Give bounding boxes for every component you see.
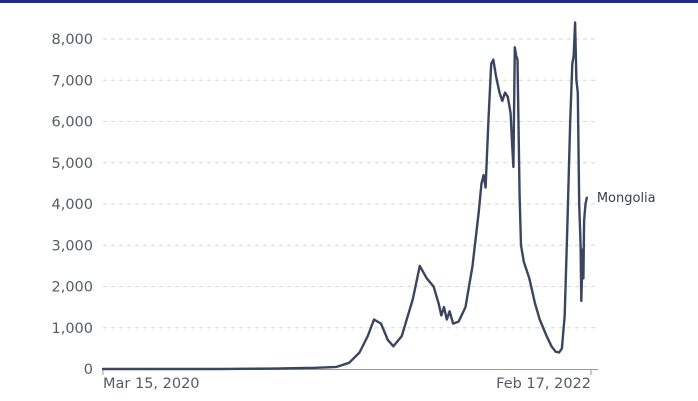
y-tick-label: 4,000 xyxy=(51,197,93,213)
grid-layer xyxy=(103,38,598,329)
y-tick-label: 7,000 xyxy=(51,73,93,89)
y-tick-label: 3,000 xyxy=(51,238,93,254)
y-tick-label: 2,000 xyxy=(51,280,93,296)
series-layer: Mongolia xyxy=(101,21,656,371)
x-axis: Mar 15, 2020 Feb 17, 2022 xyxy=(102,369,598,392)
y-tick-label: 1,000 xyxy=(51,321,93,337)
series-end-label: Mongolia xyxy=(597,191,656,206)
x-tick-label: Mar 15, 2020 xyxy=(103,376,200,392)
y-tick-label: 8,000 xyxy=(51,32,93,48)
y-tick-label: 5,000 xyxy=(51,156,93,172)
y-axis-ticks: 0 1,000 2,000 3,000 4,000 5,000 6,000 7,000 8,00… xyxy=(51,32,93,378)
y-tick-label: 0 xyxy=(84,362,93,378)
series-line-mongolia xyxy=(101,21,588,371)
y-tick-label: 6,000 xyxy=(51,115,93,131)
top-accent-rule xyxy=(0,0,698,3)
x-tick-label: Feb 17, 2022 xyxy=(496,376,591,392)
